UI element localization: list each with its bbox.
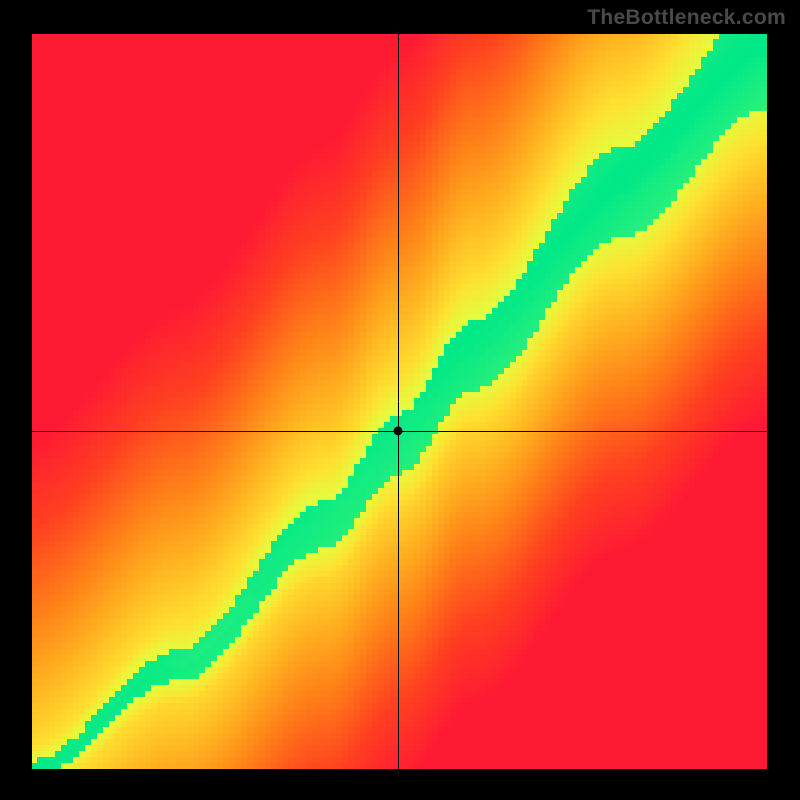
bottleneck-heatmap <box>32 34 767 769</box>
watermark-text: TheBottleneck.com <box>587 6 786 30</box>
heatmap-canvas <box>32 34 767 769</box>
